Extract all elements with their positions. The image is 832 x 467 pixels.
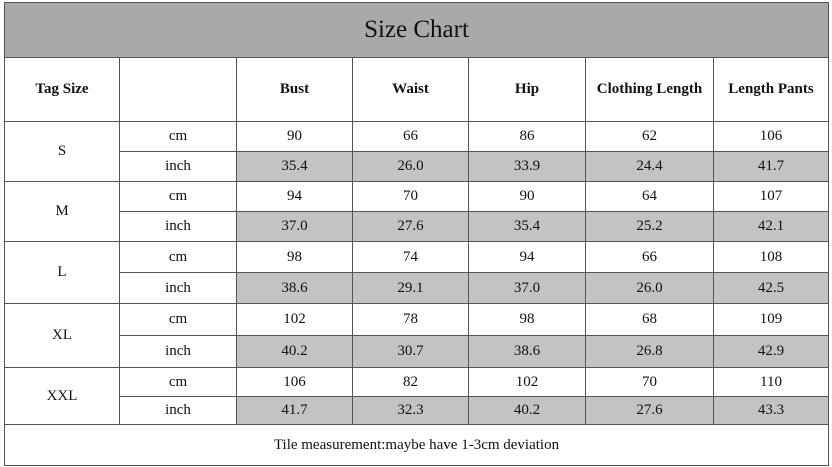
unit-cell: inch (119, 151, 237, 182)
value-cell: 90 (468, 181, 586, 212)
unit-cell: cm (119, 241, 237, 273)
value-cell: 108 (713, 241, 829, 273)
value-cell: 74 (352, 241, 469, 273)
value-cell: 98 (236, 241, 353, 273)
unit-cell: inch (119, 211, 237, 242)
header-cell: Bust (236, 57, 353, 122)
value-cell: 26.8 (585, 335, 714, 368)
value-cell: 43.3 (713, 396, 829, 425)
value-cell: 90 (236, 121, 353, 152)
value-cell: 29.1 (352, 272, 469, 304)
value-cell: 68 (585, 303, 714, 336)
unit-cell: inch (119, 272, 237, 304)
unit-cell: cm (119, 181, 237, 212)
value-cell: 30.7 (352, 335, 469, 368)
value-cell: 26.0 (585, 272, 714, 304)
value-cell: 110 (713, 367, 829, 397)
value-cell: 35.4 (236, 151, 353, 182)
value-cell: 41.7 (713, 151, 829, 182)
value-cell: 109 (713, 303, 829, 336)
unit-cell: cm (119, 367, 237, 397)
value-cell: 86 (468, 121, 586, 152)
value-cell: 37.0 (468, 272, 586, 304)
value-cell: 62 (585, 121, 714, 152)
value-cell: 42.5 (713, 272, 829, 304)
unit-cell: cm (119, 303, 237, 336)
value-cell: 82 (352, 367, 469, 397)
value-cell: 70 (352, 181, 469, 212)
value-cell: 94 (468, 241, 586, 273)
value-cell: 42.1 (713, 211, 829, 242)
value-cell: 37.0 (236, 211, 353, 242)
value-cell: 26.0 (352, 151, 469, 182)
value-cell: 32.3 (352, 396, 469, 425)
header-cell: Tag Size (4, 57, 120, 122)
value-cell: 102 (468, 367, 586, 397)
value-cell: 27.6 (585, 396, 714, 425)
value-cell: 107 (713, 181, 829, 212)
size-cell: M (4, 181, 120, 242)
header-cell: Waist (352, 57, 469, 122)
value-cell: 25.2 (585, 211, 714, 242)
title-bar: Size Chart (4, 2, 829, 58)
value-cell: 42.9 (713, 335, 829, 368)
header-cell (119, 57, 237, 122)
value-cell: 24.4 (585, 151, 714, 182)
unit-cell: inch (119, 396, 237, 425)
value-cell: 27.6 (352, 211, 469, 242)
value-cell: 38.6 (236, 272, 353, 304)
value-cell: 40.2 (236, 335, 353, 368)
value-cell: 106 (713, 121, 829, 152)
size-cell: XXL (4, 367, 120, 425)
value-cell: 41.7 (236, 396, 353, 425)
value-cell: 66 (352, 121, 469, 152)
value-cell: 64 (585, 181, 714, 212)
header-cell: Clothing Length (585, 57, 714, 122)
value-cell: 38.6 (468, 335, 586, 368)
header-cell: Length Pants (713, 57, 829, 122)
note: Tile measurement:maybe have 1-3cm deviat… (4, 424, 829, 466)
value-cell: 98 (468, 303, 586, 336)
value-cell: 94 (236, 181, 353, 212)
unit-cell: inch (119, 335, 237, 368)
value-cell: 40.2 (468, 396, 586, 425)
value-cell: 33.9 (468, 151, 586, 182)
value-cell: 106 (236, 367, 353, 397)
size-cell: L (4, 241, 120, 304)
value-cell: 35.4 (468, 211, 586, 242)
value-cell: 66 (585, 241, 714, 273)
value-cell: 102 (236, 303, 353, 336)
value-cell: 70 (585, 367, 714, 397)
size-cell: XL (4, 303, 120, 368)
size-cell: S (4, 121, 120, 182)
header-cell: Hip (468, 57, 586, 122)
unit-cell: cm (119, 121, 237, 152)
value-cell: 78 (352, 303, 469, 336)
